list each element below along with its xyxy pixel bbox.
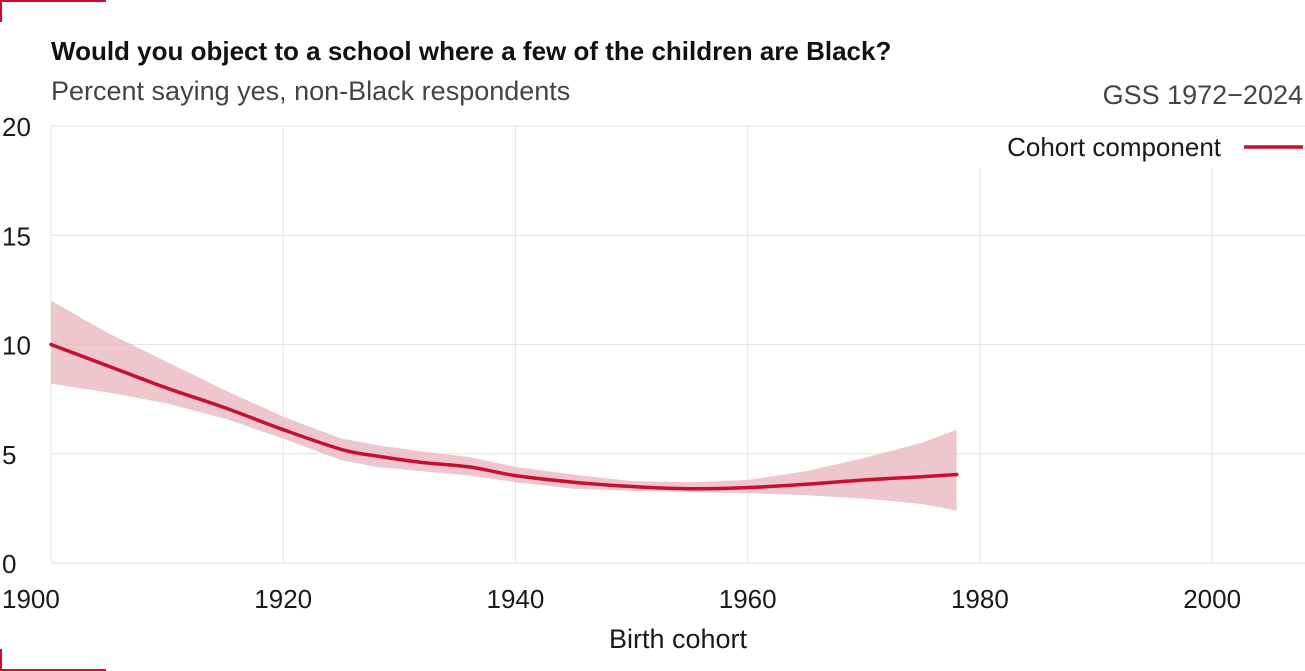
y-tick-label: 20 [2,112,31,142]
confidence-band [51,300,957,511]
x-tick-label: 1900 [2,584,60,614]
x-axis-label: Birth cohort [609,624,748,654]
series-line-cohort-component [49,342,959,491]
x-tick-label: 1980 [951,584,1009,614]
y-tick-label: 0 [2,549,16,579]
source-label: GSS 1972−2024 [1102,80,1303,110]
y-tick-label: 5 [2,440,16,470]
x-tick-label: 1960 [719,584,777,614]
y-tick-label: 10 [2,331,31,361]
corner-mark-bottom-vertical [0,649,2,671]
corner-mark-top [0,0,106,2]
chart-title: Would you object to a school where a few… [51,36,892,66]
corner-mark-bottom [0,669,106,671]
x-tick-label: 1940 [487,584,545,614]
corner-mark-top-vertical [0,0,2,22]
chart-subtitle: Percent saying yes, non-Black respondent… [51,76,571,106]
x-tick-label: 2000 [1183,584,1241,614]
legend-label-cohort-component: Cohort component [1007,132,1222,162]
y-tick-label: 15 [2,221,31,251]
x-tick-label: 1920 [254,584,312,614]
